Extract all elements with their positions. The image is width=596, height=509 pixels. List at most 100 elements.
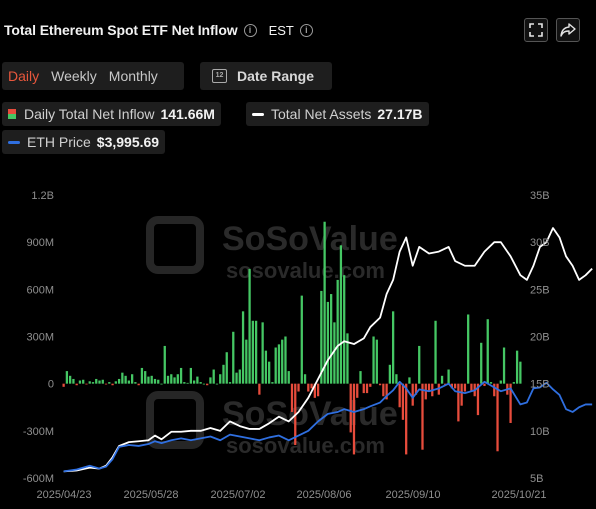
inflow-bar[interactable] — [395, 374, 398, 384]
inflow-bar[interactable] — [202, 383, 206, 385]
inflow-bar[interactable] — [179, 367, 183, 384]
inflow-bar[interactable] — [303, 374, 307, 384]
inflow-bar[interactable] — [316, 383, 320, 397]
inflow-bar[interactable] — [228, 382, 232, 384]
inflow-bar[interactable] — [343, 275, 346, 384]
inflow-bar[interactable] — [157, 379, 160, 384]
inflow-bar[interactable] — [391, 311, 395, 384]
inflow-bar[interactable] — [493, 383, 496, 397]
inflow-bar[interactable] — [369, 383, 372, 387]
inflow-bar[interactable] — [372, 336, 375, 384]
inflow-bar[interactable] — [408, 377, 411, 384]
inflow-bar[interactable] — [450, 383, 453, 389]
inflow-bar[interactable] — [104, 383, 108, 385]
inflow-bar[interactable] — [401, 383, 405, 420]
inflow-bar[interactable] — [186, 382, 189, 384]
inflow-bar[interactable] — [121, 372, 124, 384]
inflow-bar[interactable] — [91, 382, 95, 384]
inflow-bar[interactable] — [300, 295, 303, 384]
inflow-bar[interactable] — [424, 383, 427, 400]
legend-inflow[interactable]: Daily Total Net Inflow 141.66M — [2, 102, 221, 126]
inflow-bar[interactable] — [95, 378, 98, 384]
inflow-bar[interactable] — [330, 294, 333, 384]
inflow-bar[interactable] — [160, 383, 163, 385]
total-net-assets-line[interactable] — [63, 227, 593, 473]
inflow-bar[interactable] — [496, 383, 499, 452]
inflow-bar[interactable] — [297, 383, 300, 392]
inflow-bar[interactable] — [111, 383, 114, 386]
inflow-bar[interactable] — [147, 376, 150, 384]
inflow-bar[interactable] — [489, 382, 493, 384]
inflow-bar[interactable] — [101, 379, 104, 384]
inflow-bar[interactable] — [480, 342, 483, 384]
inflow-chart[interactable]: SoSoValuesosovalue.comSoSoValuesosovalue… — [0, 180, 596, 509]
inflow-bar[interactable] — [199, 382, 202, 384]
inflow-bar[interactable] — [108, 382, 111, 384]
inflow-bar[interactable] — [232, 331, 235, 384]
period-monthly[interactable]: Monthly — [108, 68, 158, 84]
inflow-bar[interactable] — [254, 320, 258, 384]
share-button[interactable] — [556, 18, 580, 42]
inflow-bar[interactable] — [378, 383, 382, 386]
inflow-bar[interactable] — [515, 350, 519, 384]
inflow-bar[interactable] — [62, 383, 65, 387]
legend-price[interactable]: ETH Price $3,995.69 — [2, 130, 166, 154]
inflow-bar[interactable] — [150, 375, 153, 384]
inflow-bar[interactable] — [153, 378, 157, 384]
inflow-bar[interactable] — [310, 383, 313, 389]
inflow-bar[interactable] — [467, 314, 470, 384]
inflow-bar[interactable] — [196, 376, 199, 384]
inflow-bar[interactable] — [512, 382, 515, 384]
inflow-bar[interactable] — [82, 379, 85, 384]
inflow-bar[interactable] — [418, 345, 421, 384]
inflow-bar[interactable] — [385, 383, 388, 400]
inflow-bar[interactable] — [225, 352, 228, 384]
inflow-bar[interactable] — [398, 383, 401, 408]
inflow-bar[interactable] — [176, 374, 179, 384]
inflow-bar[interactable] — [137, 383, 140, 386]
inflow-bar[interactable] — [388, 364, 392, 384]
date-range-button[interactable]: 12 Date Range — [200, 62, 332, 90]
inflow-bar[interactable] — [251, 320, 254, 384]
inflow-bar[interactable] — [72, 378, 75, 384]
inflow-bar[interactable] — [509, 383, 512, 423]
inflow-bar[interactable] — [375, 339, 378, 384]
inflow-bar[interactable] — [88, 381, 91, 384]
inflow-bar[interactable] — [248, 268, 251, 384]
inflow-bar[interactable] — [170, 374, 173, 384]
inflow-bar[interactable] — [127, 380, 131, 384]
inflow-bar[interactable] — [264, 350, 268, 384]
inflow-bar[interactable] — [447, 369, 450, 384]
inflow-bar[interactable] — [287, 371, 290, 384]
inflow-bar[interactable] — [339, 245, 343, 384]
inflow-bar[interactable] — [365, 383, 369, 394]
fullscreen-button[interactable] — [524, 18, 548, 42]
inflow-bar[interactable] — [336, 279, 339, 384]
inflow-bar[interactable] — [356, 383, 359, 398]
inflow-bar[interactable] — [215, 383, 219, 385]
inflow-bar[interactable] — [483, 383, 486, 387]
inflow-bar[interactable] — [163, 345, 166, 384]
inflow-bar[interactable] — [245, 339, 248, 384]
inflow-bar[interactable] — [463, 383, 467, 392]
info-icon[interactable]: i — [243, 23, 257, 37]
inflow-bar[interactable] — [427, 383, 431, 392]
inflow-bar[interactable] — [189, 367, 192, 384]
inflow-bar[interactable] — [241, 311, 245, 384]
legend-assets[interactable]: Total Net Assets 27.17B — [246, 102, 429, 126]
inflow-bar[interactable] — [212, 369, 215, 384]
inflow-bar[interactable] — [206, 383, 209, 386]
inflow-bar[interactable] — [414, 383, 418, 395]
period-daily[interactable]: Daily — [8, 68, 40, 84]
inflow-bar[interactable] — [78, 380, 82, 384]
inflow-bar[interactable] — [421, 383, 424, 450]
inflow-bar[interactable] — [114, 381, 117, 384]
inflow-bar[interactable] — [284, 336, 287, 384]
inflow-bar[interactable] — [140, 367, 144, 384]
inflow-bar[interactable] — [333, 322, 336, 384]
inflow-bar[interactable] — [499, 380, 502, 384]
inflow-bar[interactable] — [277, 344, 281, 384]
inflow-bar[interactable] — [124, 375, 127, 384]
inflow-bar[interactable] — [362, 383, 365, 394]
inflow-bar[interactable] — [323, 221, 326, 384]
